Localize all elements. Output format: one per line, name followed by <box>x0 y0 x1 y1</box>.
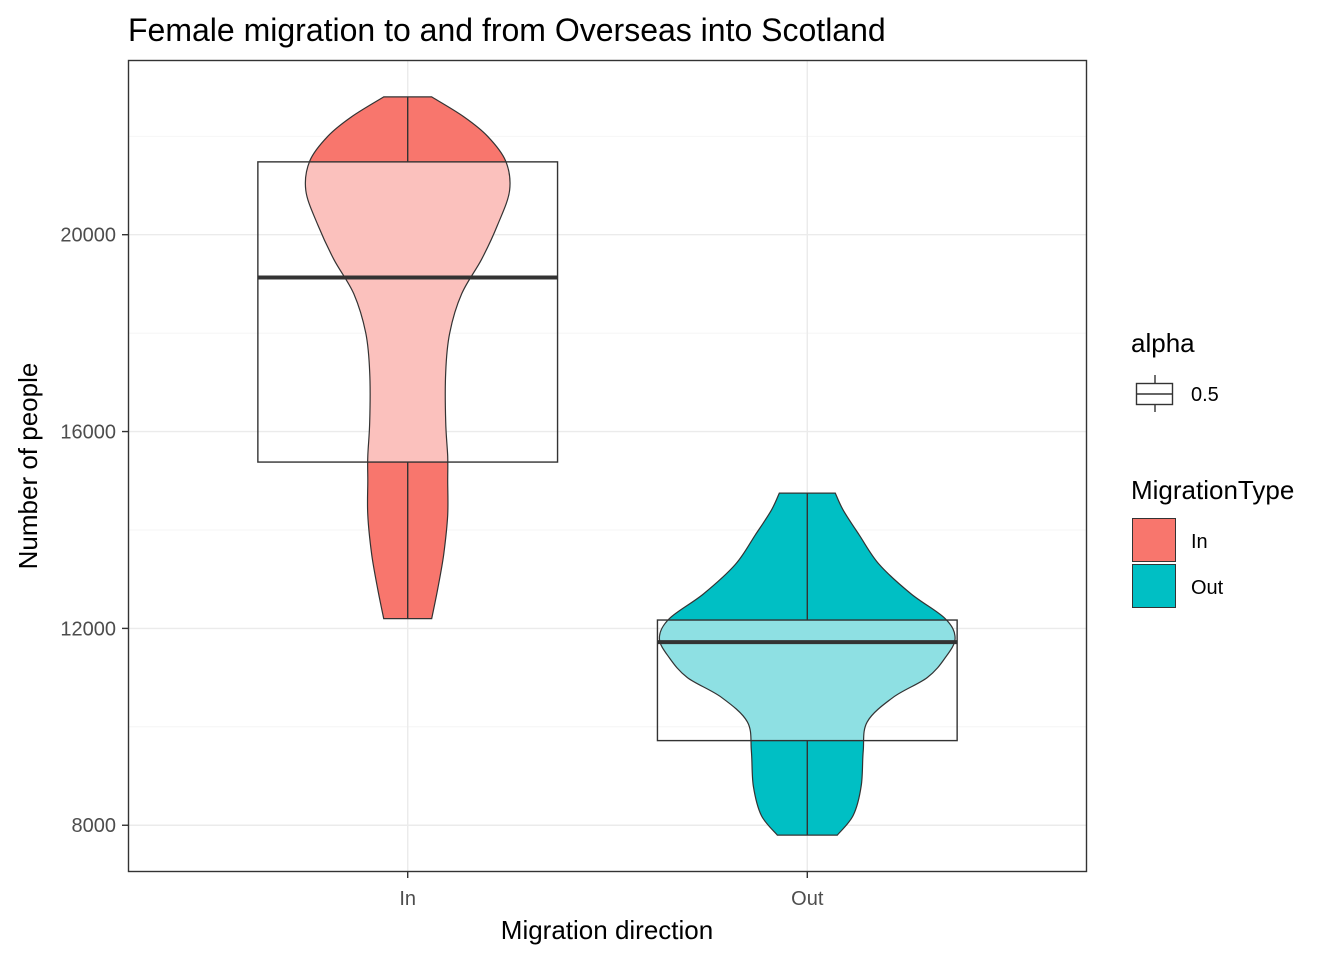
legend-swatch-out <box>1132 564 1176 608</box>
y-tick-label: 20000 <box>60 225 116 247</box>
y-tick-label: 16000 <box>60 422 116 444</box>
x-axis: In Out <box>399 872 824 910</box>
legend-label-out: Out <box>1191 577 1224 599</box>
panel-border <box>127 59 1088 873</box>
y-tick-label: 12000 <box>60 618 116 640</box>
legend-alpha-value: 0.5 <box>1191 384 1219 406</box>
chart-title: Female migration to and from Overseas in… <box>128 12 886 48</box>
y-axis: 8000 12000 16000 20000 <box>60 225 128 837</box>
grid-lines <box>128 60 1087 872</box>
violin-outline-in <box>304 96 511 620</box>
legend-type-title: MigrationType <box>1131 475 1294 505</box>
y-tick-label: 8000 <box>72 815 117 837</box>
legend-swatch-in <box>1132 518 1176 562</box>
violin-layer <box>257 96 958 836</box>
legend: alpha 0.5 MigrationType In Out <box>1131 328 1294 608</box>
violin-overlap-out <box>659 620 956 741</box>
box-out <box>656 619 958 742</box>
x-tick-label: Out <box>791 888 824 910</box>
x-axis-title: Migration direction <box>501 915 713 945</box>
boxplot-key-icon <box>1135 375 1174 412</box>
legend-label-in: In <box>1191 531 1208 553</box>
plot-panel <box>127 59 1088 873</box>
violin-outline-out <box>658 492 956 836</box>
x-tick-label: In <box>399 888 416 910</box>
box-in <box>257 161 559 463</box>
y-axis-title: Number of people <box>13 363 43 570</box>
violin-overlap-in <box>305 161 511 463</box>
legend-alpha-title: alpha <box>1131 328 1195 358</box>
